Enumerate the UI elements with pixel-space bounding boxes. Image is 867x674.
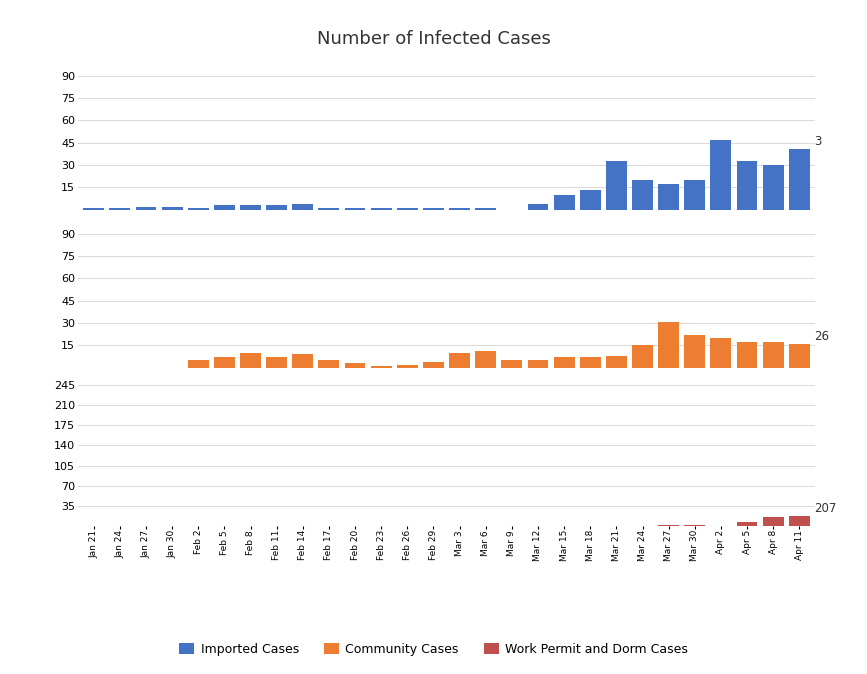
Bar: [266, 357, 287, 368]
Bar: [397, 365, 418, 368]
Bar: [554, 357, 575, 368]
Bar: [397, 208, 418, 210]
Bar: [789, 516, 810, 526]
Bar: [658, 524, 679, 526]
Bar: [240, 353, 261, 368]
Bar: [423, 362, 444, 368]
Bar: [710, 338, 732, 368]
Bar: [475, 208, 496, 210]
Text: 26: 26: [813, 330, 829, 343]
Bar: [475, 351, 496, 368]
Bar: [554, 195, 575, 210]
Bar: [580, 357, 601, 368]
Bar: [606, 160, 627, 210]
Bar: [606, 356, 627, 368]
Bar: [83, 208, 104, 210]
Bar: [684, 524, 705, 526]
Bar: [344, 208, 366, 210]
Bar: [318, 208, 339, 210]
Bar: [344, 363, 366, 368]
Bar: [737, 342, 758, 368]
Bar: [292, 355, 313, 368]
Bar: [188, 361, 209, 368]
Bar: [292, 204, 313, 210]
Bar: [449, 208, 470, 210]
Text: Number of Infected Cases: Number of Infected Cases: [316, 30, 551, 49]
Bar: [449, 353, 470, 368]
Bar: [135, 207, 156, 210]
Bar: [371, 366, 392, 368]
Bar: [580, 190, 601, 210]
Text: 3: 3: [813, 135, 821, 148]
Bar: [527, 361, 549, 368]
Bar: [188, 208, 209, 210]
Bar: [658, 185, 679, 210]
Bar: [240, 206, 261, 210]
Bar: [318, 361, 339, 368]
Bar: [737, 160, 758, 210]
Bar: [684, 335, 705, 368]
Bar: [737, 522, 758, 526]
Legend: Imported Cases, Community Cases, Work Permit and Dorm Cases: Imported Cases, Community Cases, Work Pe…: [174, 638, 693, 661]
Bar: [763, 165, 784, 210]
Bar: [214, 357, 235, 368]
Bar: [423, 208, 444, 210]
Text: 207: 207: [813, 502, 836, 516]
Bar: [371, 208, 392, 210]
Bar: [266, 206, 287, 210]
Bar: [763, 516, 784, 526]
Bar: [658, 321, 679, 368]
Bar: [501, 361, 522, 368]
Bar: [214, 206, 235, 210]
Bar: [710, 140, 732, 210]
Bar: [789, 344, 810, 368]
Bar: [632, 345, 653, 368]
Bar: [527, 204, 549, 210]
Bar: [763, 342, 784, 368]
Bar: [109, 208, 130, 210]
Bar: [161, 207, 183, 210]
Bar: [632, 180, 653, 210]
Bar: [789, 148, 810, 210]
Bar: [684, 180, 705, 210]
